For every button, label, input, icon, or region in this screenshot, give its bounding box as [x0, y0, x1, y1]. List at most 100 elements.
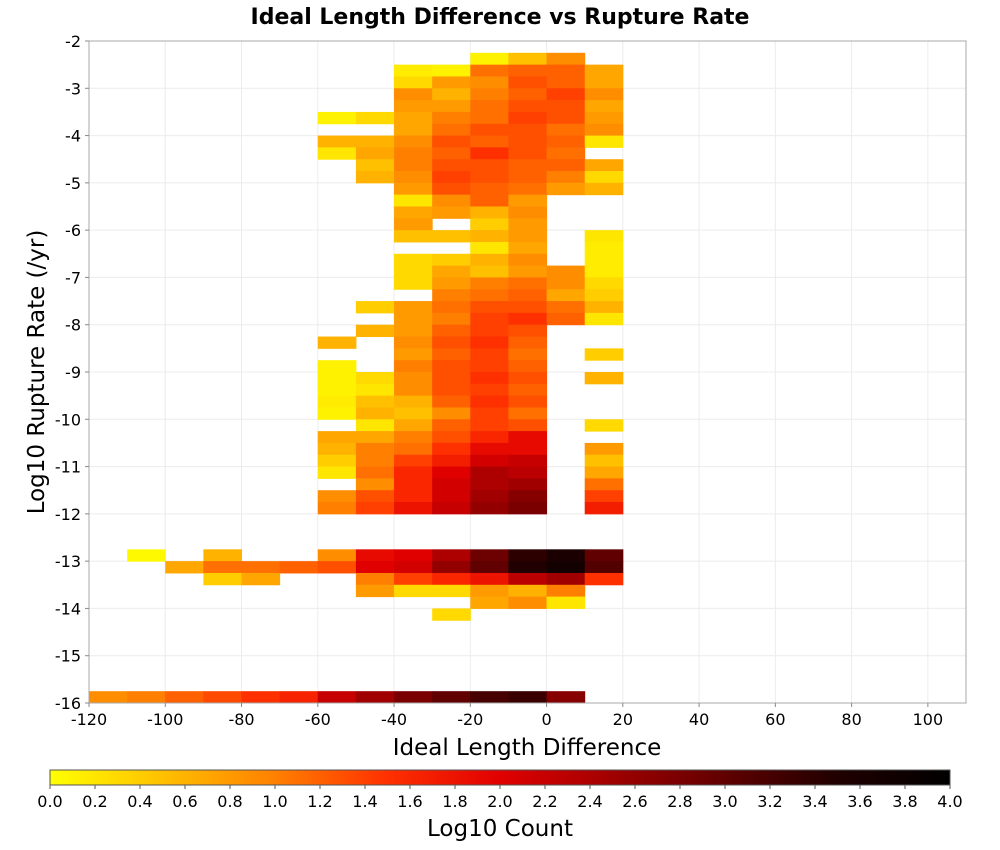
heatmap-cell	[432, 194, 471, 207]
heatmap-cell	[432, 348, 471, 361]
heatmap-cell	[508, 324, 548, 338]
heatmap-cell	[546, 289, 586, 302]
heatmap-cell	[470, 324, 509, 338]
heatmap-cell	[584, 100, 624, 113]
heatmap-cell	[546, 88, 586, 101]
heatmap-cell	[432, 64, 471, 77]
heatmap-cell	[508, 241, 548, 255]
heatmap-cell	[508, 372, 548, 385]
x-tick-label: 0	[541, 710, 551, 729]
heatmap-cell	[432, 123, 471, 137]
x-tick-label: -80	[228, 710, 254, 729]
heatmap-cell	[546, 584, 586, 598]
heatmap-cell	[470, 135, 509, 148]
heatmap-cell	[508, 383, 548, 397]
heatmap-cell	[394, 478, 433, 491]
x-tick-label: 20	[613, 710, 633, 729]
heatmap-cell	[394, 312, 433, 326]
heatmap-cell	[317, 431, 357, 444]
heatmap-cell	[317, 395, 357, 408]
heatmap-cell	[355, 419, 395, 432]
heatmap-cell	[508, 596, 548, 609]
heatmap-cell	[584, 88, 624, 101]
heatmap-cell	[432, 324, 471, 338]
heatmap-cell	[546, 147, 586, 160]
heatmap-cell	[470, 171, 509, 184]
heatmap-cell	[508, 312, 548, 326]
heatmap-cell	[508, 584, 548, 598]
heatmap-cell	[508, 218, 548, 231]
heatmap-cell	[394, 466, 433, 479]
heatmap-cell	[470, 383, 509, 397]
heatmap-cell	[508, 691, 548, 704]
heatmap-cell	[470, 230, 509, 243]
heatmap-cell	[470, 241, 509, 255]
y-tick-label: -3	[65, 79, 81, 98]
heatmap-cell	[317, 454, 357, 468]
heatmap-cell	[508, 265, 548, 278]
heatmap-cell	[584, 372, 624, 385]
heatmap-cell	[432, 135, 471, 148]
heatmap-cell	[584, 277, 624, 290]
y-tick-label: -4	[65, 127, 81, 146]
heatmap-cell	[508, 289, 548, 302]
heatmap-cell	[508, 230, 548, 243]
colorbar-tick-label: 3.8	[892, 792, 917, 811]
colorbar-tick-label: 1.4	[352, 792, 377, 811]
heatmap-cell	[432, 502, 471, 515]
heatmap-cell	[470, 360, 509, 373]
heatmap-cell	[432, 159, 471, 172]
heatmap-cell	[584, 301, 624, 314]
heatmap-cell	[508, 561, 548, 574]
heatmap-cell	[508, 336, 548, 349]
heatmap-cell	[355, 111, 395, 125]
heatmap-cell	[584, 76, 624, 89]
heatmap-cell	[508, 147, 548, 160]
heatmap-cell	[470, 348, 509, 361]
heatmap-cell	[394, 218, 433, 231]
heatmap-cell	[394, 159, 433, 172]
heatmap-cell	[355, 490, 395, 503]
heatmap-cell	[394, 76, 433, 89]
heatmap-cell	[432, 372, 471, 385]
heatmap-cell	[89, 691, 128, 704]
heatmap-cell	[432, 419, 471, 432]
heatmap-cell	[584, 454, 624, 468]
colorbar-tick-label: 3.4	[802, 792, 827, 811]
heatmap-cell	[508, 111, 548, 125]
heatmap-cell	[241, 691, 281, 704]
heatmap-cell	[584, 312, 624, 326]
heatmap-cell	[546, 100, 586, 113]
y-tick-label: -12	[55, 505, 81, 524]
heatmap-cell	[394, 64, 433, 77]
heatmap-cell	[508, 360, 548, 373]
heatmap-cell	[470, 431, 509, 444]
heatmap-cell	[355, 159, 395, 172]
heatmap-cell	[584, 289, 624, 302]
heatmap-cell	[355, 372, 395, 385]
x-tick-label: -20	[457, 710, 483, 729]
heatmap-cell	[470, 265, 509, 278]
heatmap-cell	[355, 561, 395, 574]
heatmap-cell	[394, 348, 433, 361]
heatmap-cell	[317, 442, 357, 456]
heatmap-cell	[584, 241, 624, 255]
heatmap-cell	[584, 419, 624, 432]
colorbar-tick-label: 3.0	[712, 792, 737, 811]
heatmap-cell	[203, 561, 243, 574]
heatmap-cell	[317, 135, 357, 148]
heatmap-cell	[546, 691, 586, 704]
heatmap-cell	[432, 454, 471, 468]
heatmap-cell	[584, 135, 624, 148]
y-tick-label: -11	[55, 458, 81, 477]
heatmap-cell	[432, 171, 471, 184]
heatmap-cell	[470, 561, 509, 574]
heatmap-cell	[394, 301, 433, 314]
x-tick-label: 60	[765, 710, 785, 729]
colorbar-ticks: 0.0 0.2 0.4 0.6 0.8 1.0 1.2 1.4 1.6 1.8 2.0 2.2 2.4 2…	[37, 785, 963, 811]
heatmap-cell	[584, 561, 624, 574]
heatmap-cell	[432, 265, 471, 278]
heatmap-cell	[432, 253, 471, 267]
heatmap-cell	[508, 549, 548, 562]
heatmap-cell	[317, 691, 357, 704]
